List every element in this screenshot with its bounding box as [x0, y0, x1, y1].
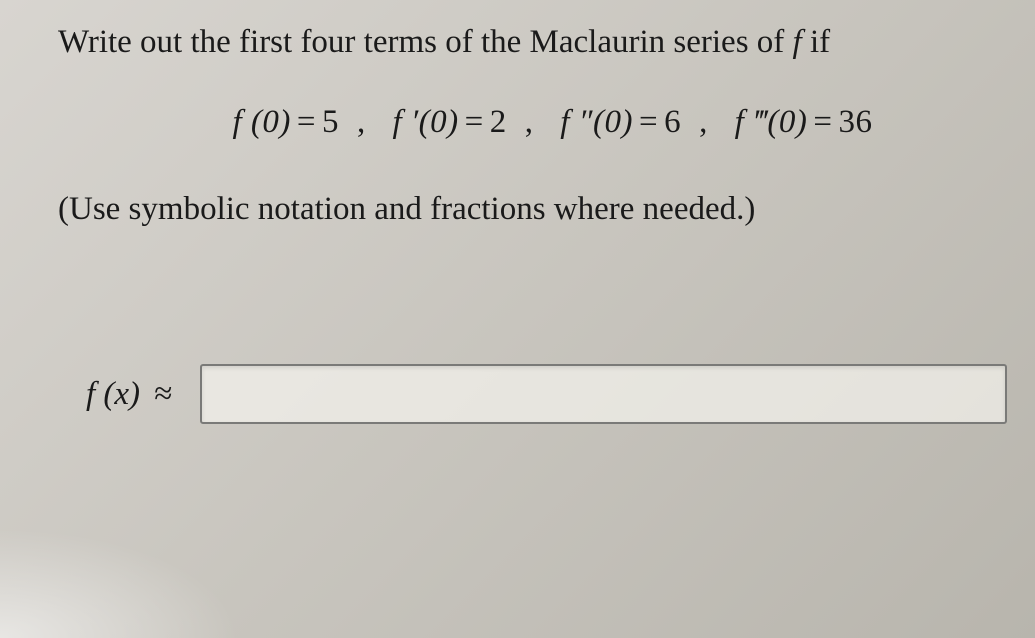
condition-2-lhs: f ′(0): [393, 104, 459, 140]
instruction-text: (Use symbolic notation and fractions whe…: [58, 185, 1007, 235]
condition-1-lhs: f (0): [233, 104, 291, 140]
prompt-suffix: if: [810, 24, 830, 60]
answer-function: f (x): [86, 376, 140, 412]
answer-row: f (x) ≈: [58, 364, 1007, 424]
photo-glare: [0, 528, 240, 638]
condition-3-rhs: 6: [664, 104, 681, 140]
condition-2-rhs: 2: [490, 104, 507, 140]
conditions-row: f (0)=5, f ′(0)=2, f ″(0)=6, f ‴(0)=36: [58, 104, 1007, 141]
condition-3-lhs: f ″(0): [560, 104, 633, 140]
condition-4-lhs: f ‴(0): [735, 104, 808, 140]
prompt-function-symbol: f: [793, 24, 802, 60]
answer-label: f (x) ≈: [86, 376, 172, 413]
answer-input[interactable]: [200, 364, 1007, 424]
prompt-prefix: Write out the first four terms of the Ma…: [58, 24, 793, 60]
approx-symbol: ≈: [154, 376, 172, 412]
question-prompt: Write out the first four terms of the Ma…: [58, 18, 1007, 68]
condition-4-rhs: 36: [838, 104, 872, 140]
condition-1-rhs: 5: [322, 104, 339, 140]
